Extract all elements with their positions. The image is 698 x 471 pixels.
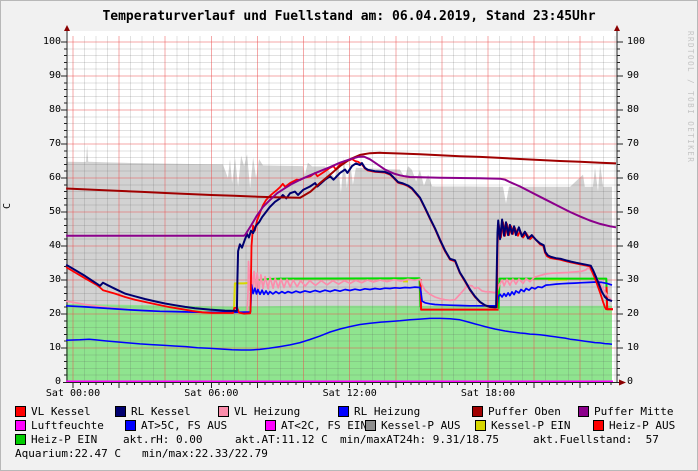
y-tick-label: 100	[627, 36, 646, 47]
legend-item: Kessel-P EIN	[475, 419, 570, 432]
legend-item: VL Heizung	[218, 405, 300, 418]
legend-label: Kessel-P EIN	[491, 419, 571, 432]
x-tick-label: Sat 00:00	[45, 388, 101, 399]
legend-item: Puffer Mitte	[578, 405, 673, 418]
legend-value: akt.rH: 0.00	[123, 433, 202, 446]
legend-label: RL Kessel	[131, 405, 191, 418]
y-tick-label: 10	[627, 342, 640, 353]
y-tick-label: 10	[48, 342, 61, 353]
legend-swatch-icon	[472, 406, 483, 417]
rrdtool-watermark: RRDTOOL / TOBI OETIKER	[686, 31, 695, 164]
y-tick-label: 90	[48, 70, 61, 81]
legend-swatch-icon	[15, 434, 26, 445]
legend-swatch-icon	[15, 420, 26, 431]
legend-item: Heiz-P AUS	[593, 419, 675, 432]
x-tick-label: Sat 06:00	[184, 388, 239, 399]
legend-item: AT<2C, FS EIN	[265, 419, 367, 432]
y-tick-label: 80	[48, 104, 61, 115]
legend-label: AT<2C, FS EIN	[281, 419, 368, 432]
legend-swatch-icon	[338, 406, 349, 417]
legend-item: Kessel-P AUS	[365, 419, 460, 432]
area-green-band	[66, 303, 613, 382]
legend-label: Heiz-P AUS	[609, 419, 676, 432]
series-rl-kessel	[65, 162, 613, 312]
legend-label: RL Heizung	[354, 405, 421, 418]
legend-label: akt.Fuellstand: 57	[533, 433, 659, 446]
legend-swatch-icon	[265, 420, 276, 431]
y-tick-label: 30	[48, 274, 61, 285]
legend-swatch-icon	[218, 406, 229, 417]
y-tick-label: 70	[48, 138, 61, 149]
legend-label: akt.AT:11.12 C	[235, 433, 328, 446]
y-tick-label: 80	[627, 104, 640, 115]
legend-label: Puffer Oben	[488, 405, 561, 418]
y-tick-label: 40	[48, 240, 61, 251]
y-tick-label: 0	[54, 376, 61, 387]
legend-label: Aquarium:22.47 C	[15, 447, 121, 460]
graph-title: Temperaturverlauf und Fuellstand am: 06.…	[102, 9, 596, 24]
legend-label: Puffer Mitte	[594, 405, 674, 418]
legend-value: akt.AT:11.12 C	[235, 433, 328, 446]
series-rl-heizung	[66, 281, 613, 314]
legend-label: min/maxAT24h: 9.31/18.75	[340, 433, 499, 446]
legend-value: akt.Fuellstand: 57	[533, 433, 659, 446]
y-tick-label: 20	[48, 308, 61, 319]
y-tick-label: 0	[627, 376, 634, 387]
legend-label: VL Heizung	[234, 405, 301, 418]
legend-swatch-icon	[365, 420, 376, 431]
legend-item: Heiz-P EIN	[15, 433, 97, 446]
legend-label: Heiz-P EIN	[31, 433, 98, 446]
y-tick-label: 70	[627, 138, 640, 149]
arrow-up-left-icon	[64, 25, 70, 31]
legend-swatch-icon	[593, 420, 604, 431]
arrow-right-icon	[619, 379, 626, 386]
legend-item: RL Heizung	[338, 405, 420, 418]
legend-label: min/max:22.33/22.79	[142, 447, 268, 460]
legend-item: Puffer Oben	[472, 405, 561, 418]
series-puffer-mitte	[66, 155, 617, 237]
legend-item: Luftfeuchte	[15, 419, 104, 432]
legend-value: Aquarium:22.47 C	[15, 447, 121, 460]
y-tick-label: 100	[42, 36, 61, 47]
legend-item: AT>5C, FS AUS	[125, 419, 227, 432]
y-tick-label: 40	[627, 240, 640, 251]
y-tick-label: 50	[48, 206, 61, 217]
legend-item: RL Kessel	[115, 405, 191, 418]
x-tick-label: Sat 18:00	[460, 388, 516, 399]
arrow-up-right-icon	[614, 25, 620, 31]
legend-swatch-icon	[15, 406, 26, 417]
series-vl-heizung	[65, 260, 613, 314]
legend-swatch-icon	[125, 420, 136, 431]
y-tick-label: 90	[627, 70, 640, 81]
y-tick-label: 30	[627, 274, 640, 285]
legend-label: AT>5C, FS AUS	[141, 419, 228, 432]
legend-swatch-icon	[475, 420, 486, 431]
legend-label: Kessel-P AUS	[381, 419, 461, 432]
y-tick-label: 20	[627, 308, 640, 319]
x-tick-label: Sat 12:00	[322, 388, 377, 399]
legend-swatch-icon	[115, 406, 126, 417]
y-tick-label: 60	[48, 172, 61, 183]
legend-label: akt.rH: 0.00	[123, 433, 203, 446]
legend-label: VL Kessel	[31, 405, 91, 418]
legend-swatch-icon	[578, 406, 589, 417]
legend-value: min/max:22.33/22.79	[142, 447, 268, 460]
legend-label: Luftfeuchte	[31, 419, 104, 432]
y-tick-label: 50	[627, 206, 640, 217]
y-tick-label: 60	[627, 172, 640, 183]
legend-value: min/maxAT24h: 9.31/18.75	[340, 433, 499, 446]
series-aussentemperatur	[66, 317, 613, 351]
legend-item: VL Kessel	[15, 405, 91, 418]
